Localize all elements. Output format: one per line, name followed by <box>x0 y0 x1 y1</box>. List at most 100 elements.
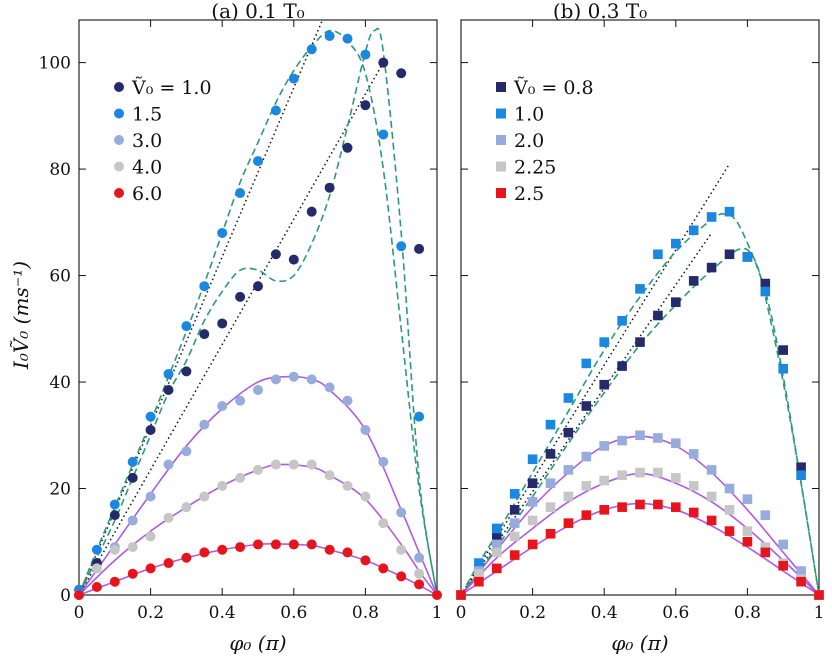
data-point <box>581 481 592 491</box>
data-point <box>235 395 246 406</box>
y-tick-label: 20 <box>49 480 71 500</box>
data-point <box>163 369 174 380</box>
data-point <box>599 441 609 451</box>
data-point <box>253 281 263 292</box>
data-point <box>563 427 574 438</box>
data-point <box>671 473 681 483</box>
panel-b: 0 0.2 0.4 0.6 0.8 1 (b) 0.3 T₀ φ₀ (π) Ṽ₀ = 0.8 1… <box>456 0 825 655</box>
series-4 <box>456 499 824 600</box>
data-point <box>414 411 425 422</box>
data-point <box>635 467 645 478</box>
data-point <box>760 278 771 289</box>
plot-frame <box>78 19 438 596</box>
data-point <box>688 481 699 491</box>
data-point <box>527 515 538 526</box>
x-tick-label: 1 <box>814 603 825 623</box>
data-point <box>414 579 425 590</box>
data-point <box>617 470 627 481</box>
data-point <box>396 507 407 518</box>
data-point <box>378 518 389 529</box>
data-point <box>199 419 210 430</box>
series-0 <box>74 57 425 600</box>
data-point <box>617 502 627 512</box>
data-point <box>527 497 538 507</box>
data-point <box>474 558 484 568</box>
data-point <box>414 568 425 579</box>
x-tick-label: 0 <box>456 603 467 623</box>
x-tick-label: 0.8 <box>352 603 379 623</box>
data-point <box>814 590 824 600</box>
data-point <box>706 491 717 502</box>
fit-dashed-curve <box>79 27 437 595</box>
data-point <box>760 286 771 297</box>
data-point <box>509 550 520 560</box>
data-point <box>492 547 502 558</box>
data-point <box>324 382 335 393</box>
data-point <box>324 30 335 41</box>
legend-label: Ṽ₀ = 1.0 <box>131 77 212 99</box>
data-point <box>778 345 788 355</box>
data-point <box>288 73 299 84</box>
data-point <box>199 491 210 502</box>
data-point <box>145 531 156 542</box>
data-point <box>91 582 102 593</box>
data-point <box>181 366 192 377</box>
data-point <box>778 560 788 571</box>
data-point <box>127 568 138 579</box>
data-point <box>396 544 407 555</box>
data-point <box>288 371 299 382</box>
data-point <box>509 489 520 499</box>
data-point <box>91 544 102 555</box>
data-point <box>217 318 228 329</box>
data-point <box>109 576 120 587</box>
data-point <box>492 563 502 574</box>
y-tick-label: 40 <box>49 373 71 393</box>
data-point <box>474 568 484 579</box>
x-tick-label: 0.2 <box>519 603 546 623</box>
data-point <box>581 358 592 369</box>
data-point <box>742 526 753 536</box>
data-point <box>396 241 407 252</box>
legend-label: 2.25 <box>514 157 556 179</box>
data-point <box>724 206 735 217</box>
data-point <box>414 243 425 254</box>
data-point <box>342 395 353 406</box>
data-point <box>145 424 156 435</box>
reference-dotted-line <box>79 20 324 595</box>
data-point <box>635 337 645 347</box>
data-point <box>306 44 317 55</box>
series-2 <box>456 430 824 600</box>
data-point <box>396 571 407 582</box>
data-point <box>306 374 317 385</box>
x-tick-label: 0.8 <box>734 603 761 623</box>
data-point <box>235 188 246 199</box>
x-tick-label: 0.4 <box>209 603 236 623</box>
data-point <box>163 558 174 569</box>
data-point <box>563 518 574 528</box>
legend-marker <box>496 161 506 172</box>
data-point <box>617 316 627 326</box>
data-point <box>724 483 735 494</box>
data-point <box>545 449 556 459</box>
x-tick-label: 0.6 <box>662 603 689 623</box>
y-axis-label: I₀Ṽ₀ (ms⁻¹) <box>9 261 33 370</box>
data-point <box>306 539 317 550</box>
legend-label: 3.0 <box>132 130 162 152</box>
series-4 <box>74 539 442 600</box>
data-point <box>474 576 484 587</box>
legend-label: 6.0 <box>132 183 162 205</box>
data-point <box>706 515 717 526</box>
data-point <box>742 536 753 547</box>
plot-frame <box>460 19 820 596</box>
panel-a: 0 0.2 0.4 0.6 0.8 1 0 20 40 60 80 100 (a) 0.1 T₀ φ₀ (… <box>39 0 443 655</box>
data-point <box>342 33 353 44</box>
data-point <box>324 182 335 193</box>
data-point <box>181 552 192 563</box>
data-point <box>342 547 353 558</box>
data-point <box>360 491 371 502</box>
data-point <box>253 464 263 475</box>
data-point <box>688 276 699 286</box>
data-point <box>545 528 556 539</box>
data-point <box>378 456 389 467</box>
